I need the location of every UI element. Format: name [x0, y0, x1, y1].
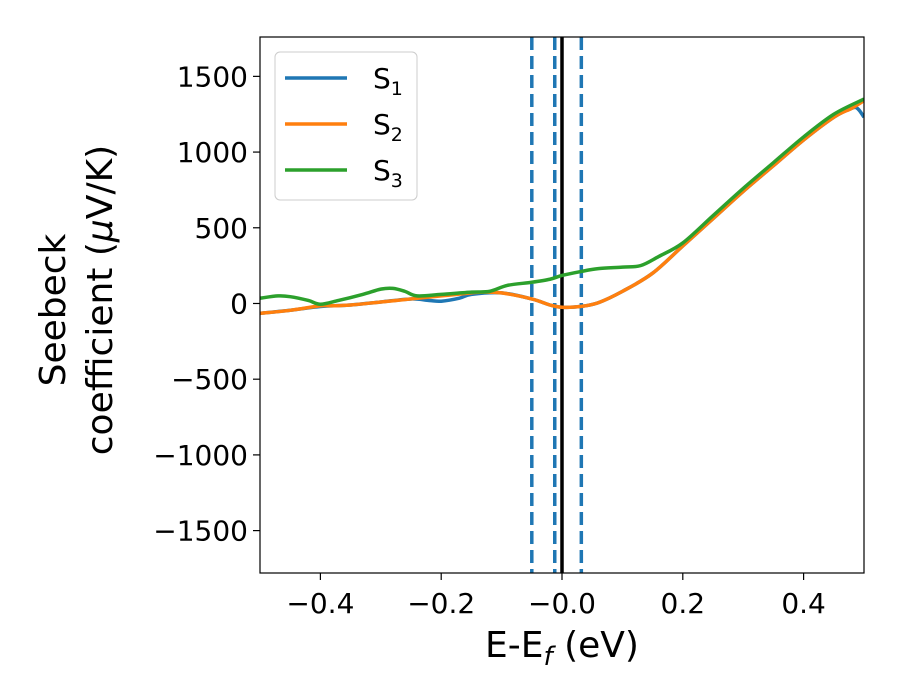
y-tick-label: −1500: [153, 515, 248, 548]
y-axis-label: Seebeck coefficient (μV/K): [33, 145, 121, 455]
y-tick-label: 0: [230, 287, 248, 320]
x-tick-label: −0.0: [528, 587, 596, 620]
y-axis-label-line2: coefficient (μV/K): [80, 145, 121, 455]
y-tick-label: −500: [171, 363, 248, 396]
x-tick-label: 0.2: [661, 587, 706, 620]
y-axis-label-line2-post: V/K): [80, 145, 121, 219]
x-tick-label: 0.4: [781, 587, 826, 620]
x-axis-label-suffix: (eV): [553, 625, 639, 666]
y-tick-label: −1000: [153, 439, 248, 472]
x-axis-label: E-Ef (eV): [485, 625, 639, 672]
y-axis-label-line1: Seebeck: [33, 233, 74, 386]
x-tick-label: −0.2: [407, 587, 475, 620]
y-axis-label-mu: μ: [80, 219, 121, 243]
legend-label-s3: S3: [373, 154, 403, 192]
y-axis-label-line2-pre: coefficient (: [80, 242, 121, 455]
y-tick-label: 1500: [177, 60, 248, 93]
series-line-s3: [260, 97, 864, 306]
y-tick-label: 1000: [177, 136, 248, 169]
legend-label-s1: S1: [373, 62, 403, 100]
x-axis-label-base: E-E: [485, 625, 543, 666]
series-line-s2: [260, 99, 864, 316]
legend-label-s2: S2: [373, 108, 403, 146]
y-tick-label: 500: [195, 212, 248, 245]
x-tick-label: −0.4: [286, 587, 354, 620]
legend-box: [274, 51, 418, 201]
legend: S1 S2 S3: [274, 51, 418, 201]
